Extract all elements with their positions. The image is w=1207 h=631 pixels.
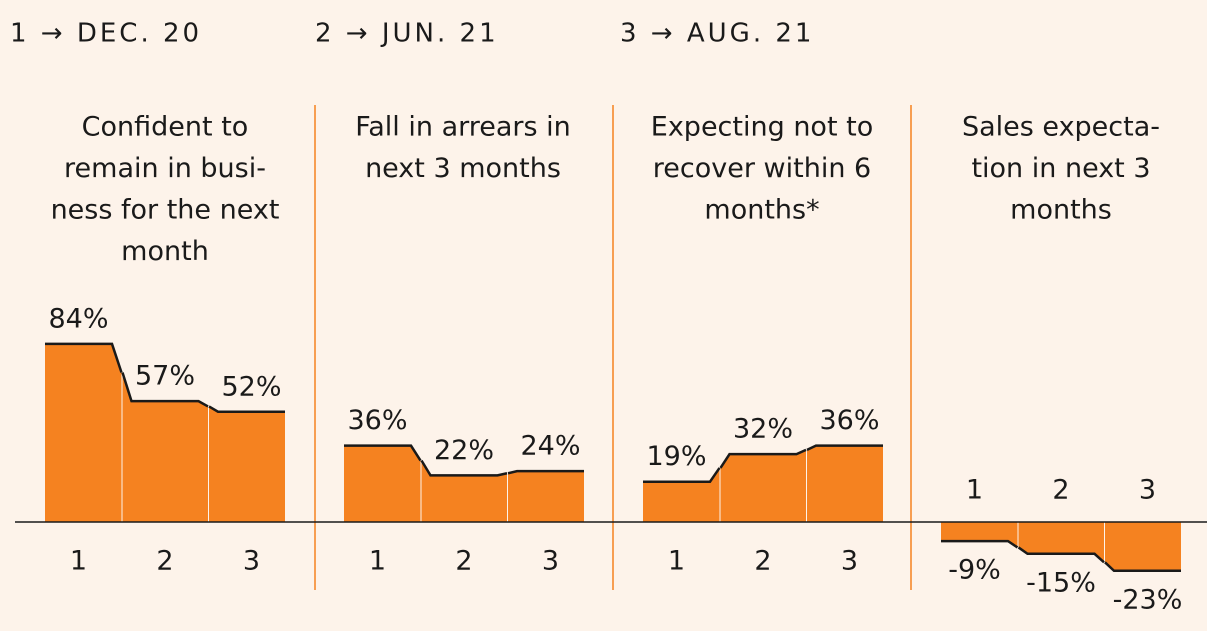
area-outline [208,405,285,414]
legend-entry: 1 → DEC. 20 [10,19,202,49]
category-label: 3 [1139,475,1156,506]
value-label: -9% [948,555,1001,586]
panel-title: next 3 months [365,153,561,184]
area-outline [643,467,721,483]
category-label: 1 [668,546,685,577]
area-outline [121,372,209,408]
panel-title: month [121,236,209,267]
category-label: 3 [542,546,559,577]
value-label: 36% [347,405,407,436]
category-label: 1 [369,546,386,577]
value-label: 24% [520,431,580,462]
area-segment [1105,522,1181,571]
area-segment [643,467,720,522]
value-label: -15% [1026,567,1096,598]
panel-title: recover within 6 [653,153,871,184]
value-label: 22% [434,435,494,466]
value-label: 84% [48,303,108,334]
legend-entry: 2 → JUN. 21 [315,19,499,49]
area-segment [1018,522,1104,563]
panel-title: remain in busi- [64,153,266,184]
panel-title: months* [704,195,819,226]
area-segment [122,372,208,522]
value-label: -23% [1113,584,1183,615]
panel-title: Fall in arrears in [355,112,571,143]
panel-title: Sales expecta- [962,112,1160,143]
category-label: 2 [156,546,173,577]
category-label: 2 [754,546,771,577]
area-outline [420,459,508,477]
area-segment [807,445,883,522]
area-segment [344,445,421,522]
category-label: 2 [1052,475,1069,506]
value-label: 57% [135,361,195,392]
panel-title: Confident to [82,112,249,143]
legend-entry: 3 → AUG. 21 [620,19,814,49]
panel-title: tion in next 3 [971,153,1150,184]
area-outline [1017,546,1105,564]
panel-title: Expecting not to [651,112,873,143]
value-label: 32% [733,414,793,445]
area-outline [806,444,883,452]
area-segment [209,406,285,522]
area-outline [1104,561,1181,573]
value-label: 52% [221,371,281,402]
area-outline [507,469,584,475]
category-label: 2 [455,546,472,577]
category-label: 1 [966,475,983,506]
area-segment [508,471,584,522]
category-label: 1 [70,546,87,577]
value-label: 19% [646,441,706,472]
area-segment [45,343,122,522]
area-outline [45,342,123,373]
category-label: 3 [841,546,858,577]
category-label: 3 [243,546,260,577]
value-label: 36% [819,405,879,436]
area-outline [344,444,422,462]
panel-title: ness for the next [51,195,280,226]
area-segment [720,449,806,522]
area-outline [941,539,1019,549]
panel-title: months [1010,195,1112,226]
area-outline [719,448,807,469]
